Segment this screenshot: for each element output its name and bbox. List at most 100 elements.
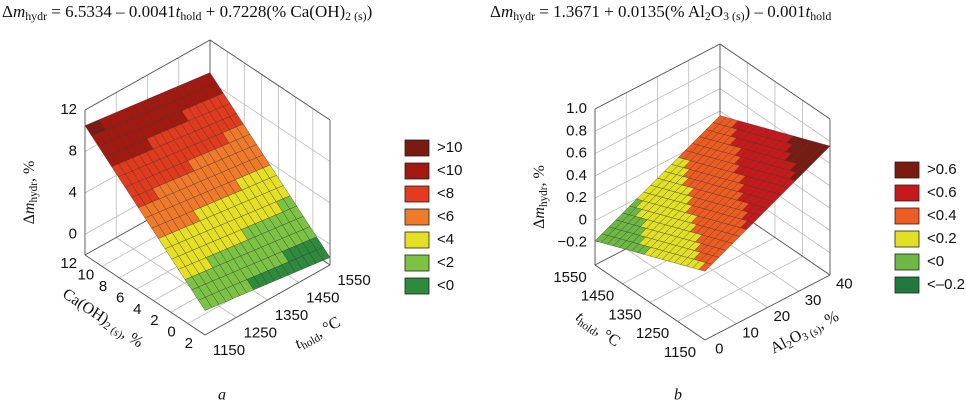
x-tick-label: 12 [60, 255, 77, 272]
z-tick-label: 12 [60, 101, 77, 118]
chart-title-part: m [501, 2, 513, 21]
chart-title-part: hydr [25, 9, 47, 23]
chart-title-part: ) [367, 2, 373, 21]
grid-line [594, 65, 721, 132]
box-edge [84, 254, 206, 336]
y-tick-label: 1250 [636, 325, 669, 342]
z-tick-label: 8 [69, 142, 77, 159]
x-tick-label: 10 [742, 324, 759, 341]
z-tick-label: 0.6 [566, 145, 587, 162]
chart-title-part: Δ [2, 2, 13, 21]
legend-swatch [894, 253, 920, 271]
z-axis-label-part: m [21, 202, 38, 214]
z-axis-label-part: , % [21, 161, 38, 182]
x-tick-label: 2 [150, 312, 158, 329]
chart-title-part: 3 (s) [723, 9, 745, 23]
panel-label: a [218, 387, 226, 404]
legend-label: <0 [927, 253, 944, 270]
x-axis-label: Ca(OH)2 (s), % [58, 285, 146, 352]
chart-title: Δmhydr = 6.5334 – 0.0041thold + 0.7228(%… [2, 2, 372, 23]
x-tick-label: 20 [773, 308, 790, 325]
chart-title-part: 2 [705, 9, 711, 23]
y-tick-label: 1350 [608, 306, 641, 323]
legend-swatch [404, 254, 430, 272]
grid-line [677, 255, 803, 322]
surface-cell [698, 262, 713, 272]
grid-line [594, 88, 721, 154]
legend-swatch [894, 184, 920, 202]
y-tick-label: 1350 [275, 307, 308, 324]
z-axis-label-part: Δ [531, 219, 548, 229]
z-axis-label: Δmhydr, % [21, 161, 40, 225]
x-tick-label: 10 [78, 266, 95, 283]
box-edge [84, 39, 211, 111]
legend-label: >10 [437, 139, 462, 156]
chart-title-part: Δ [490, 2, 501, 21]
legend-swatch [404, 208, 430, 226]
legend-swatch [404, 185, 430, 203]
box-edge [594, 43, 721, 110]
y-tick-label: 1250 [244, 324, 277, 341]
panel-label: b [674, 387, 682, 404]
legend-swatch [404, 139, 430, 157]
y-tick-label: 1150 [664, 344, 696, 361]
chart-title-part: 2 (s) [345, 9, 367, 23]
y-tick-label: 1550 [337, 272, 370, 289]
x-tick-label: 4 [133, 301, 141, 318]
chart-title-part: m [13, 2, 25, 21]
z-axis-label-part: hydr [28, 182, 40, 203]
legend-swatch [894, 276, 920, 294]
legend-swatch [404, 162, 430, 180]
z-tick-label: 1.0 [566, 100, 587, 117]
legend-label: >0.6 [927, 161, 957, 178]
grid-line [209, 81, 331, 162]
y-tick-label: 1550 [553, 269, 586, 286]
chart-title-part: t [176, 2, 182, 21]
surface-cell [198, 297, 213, 311]
box-edge [209, 39, 331, 121]
z-tick-label: 0 [69, 225, 77, 242]
legend-label: <6 [437, 208, 454, 225]
legend-swatch [894, 161, 920, 179]
x-axis-label-part: Al [767, 334, 790, 357]
legend-label: <0.4 [927, 207, 957, 224]
z-tick-label: 0 [579, 211, 587, 228]
chart-title-part: hold [810, 9, 831, 23]
chart-title-part: hydr [513, 9, 535, 23]
chart-title-part: = 1.3671 + 0.0135(% Al [535, 2, 705, 21]
legend-swatch [894, 230, 920, 248]
z-axis-label-part: hydr [538, 186, 550, 207]
x-axis-label-part: 2 [785, 338, 796, 351]
x-tick-label: 6 [116, 289, 124, 306]
legend-label: <4 [437, 231, 454, 248]
z-tick-label: 0.4 [566, 167, 587, 184]
legend-label: <–0.2 [927, 276, 965, 293]
x-tick-label: 0 [715, 341, 723, 358]
legend-swatch [894, 207, 920, 225]
legend-swatch [404, 231, 430, 249]
x-tick-label: 8 [99, 278, 107, 295]
legend-label: <0.6 [927, 184, 957, 201]
chart-title-part: = 6.5334 – 0.0041 [47, 2, 176, 21]
legend-label: <2 [437, 254, 454, 271]
grid-line [649, 237, 776, 303]
legend-label: <8 [437, 185, 454, 202]
x-tick-label: 40 [836, 276, 853, 293]
x-tick-label: 2 [185, 335, 193, 352]
z-tick-label: 0.2 [566, 189, 587, 206]
chart-title-part: + 0.7228(% Ca(OH) [201, 2, 345, 21]
grid-line [594, 110, 721, 177]
y-tick-label: 1450 [581, 288, 614, 305]
z-tick-label: 4 [69, 184, 77, 201]
chart-title-part: t [805, 2, 811, 21]
z-axis-label-part: , % [531, 165, 548, 186]
x-tick-label: 0 [167, 324, 175, 341]
z-axis-label: Δmhydr, % [531, 165, 550, 229]
box-edge [719, 43, 831, 120]
legend-label: <10 [437, 162, 462, 179]
box-edge [704, 274, 831, 341]
legend-label: <0 [437, 277, 454, 294]
legend-label: <0.2 [927, 230, 957, 247]
chart-title-part: hold [180, 9, 201, 23]
